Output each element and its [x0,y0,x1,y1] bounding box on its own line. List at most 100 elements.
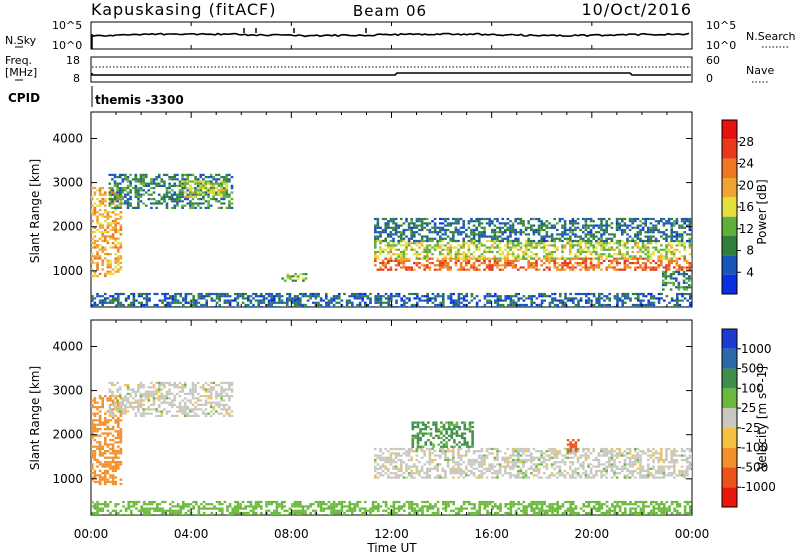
velocity-cell [569,452,572,455]
velocity-cell [91,452,94,455]
velocity-cell [101,452,104,455]
power-cell [98,237,102,240]
power-cell [472,264,476,267]
velocity-cell [155,388,158,391]
power-cell [209,173,213,176]
power-cell [93,244,97,247]
power-cell [664,270,668,273]
velocity-cell [444,472,447,475]
power-cell [442,306,445,307]
velocity-cell [119,463,123,466]
velocity-cell [186,412,190,415]
power-cell [183,191,187,194]
power-cell [670,224,673,227]
velocity-cell [173,386,177,389]
velocity-cell [514,454,517,457]
power-cell [436,226,439,229]
velocity-cell [571,447,575,451]
velocity-cell [537,463,541,466]
power-cell [675,222,679,225]
power-cell [660,255,663,258]
power-cell [530,299,533,302]
power-cell [196,178,200,181]
velocity-cell [628,469,632,473]
velocity-cell [496,450,499,453]
power-cell [113,173,117,176]
power-cell [686,224,689,227]
velocity-cell [186,414,190,417]
power-cell [592,237,595,240]
power-cell [488,292,492,296]
power-cell [101,299,104,302]
velocity-cell [374,476,377,479]
velocity-cell [176,414,179,417]
power-cell [628,228,632,232]
velocity-cell [563,454,567,457]
power-cell [576,235,580,238]
power-cell [314,295,318,298]
power-cell [217,173,221,176]
power-cell [537,226,541,229]
power-cell [338,292,341,296]
power-cell [109,259,112,262]
velocity-cell [126,384,130,387]
velocity-cell [93,469,97,472]
power-cell [423,306,427,307]
power-cell [122,303,125,307]
power-cell [134,180,138,183]
velocity-cell [524,454,528,457]
power-cell [392,222,395,225]
power-cell [270,306,273,307]
velocity-cell [96,441,99,444]
power-cell [191,206,195,209]
power-cell [685,288,688,291]
power-cell [212,189,215,192]
power-cell [530,255,533,258]
power-cell [402,231,406,234]
power-cell [649,257,653,260]
power-cell [405,242,408,245]
power-cell [519,233,523,236]
power-cell [615,228,619,232]
power-cell [275,292,279,296]
power-cell [374,259,377,262]
power-cell [374,250,377,254]
velocity-cell [139,406,143,409]
power-cell [584,226,588,229]
power-cell [109,270,112,273]
velocity-cell [101,465,104,468]
velocity-cell [98,423,102,426]
power-cell [608,266,611,269]
power-cell [189,206,192,209]
power-cell [662,288,665,291]
velocity-cell [93,476,97,479]
power-cell [636,244,640,247]
velocity-cell [592,458,595,462]
power-cell [194,189,197,192]
velocity-cell [150,412,153,415]
power-cell [252,292,255,296]
velocity-cell [615,476,619,479]
power-cell [169,303,172,307]
velocity-cell [117,456,120,459]
velocity-cell [480,458,484,462]
power-cell [116,206,119,209]
power-cell [654,266,658,269]
power-cell [91,299,94,302]
power-cell [621,220,624,223]
power-cell [384,224,387,227]
velocity-cell [109,452,112,455]
power-cell [111,198,114,201]
power-cell [184,292,188,296]
power-cell [143,303,146,307]
power-cell [600,257,603,260]
power-cell [155,178,158,181]
power-cell [98,213,102,216]
power-cell [183,204,187,207]
power-cell [171,301,175,304]
power-cell [379,253,382,256]
power-y-tick-label: 4000 [52,131,83,145]
power-cell [488,235,491,238]
velocity-cell [410,474,413,477]
power-cell [644,220,647,223]
